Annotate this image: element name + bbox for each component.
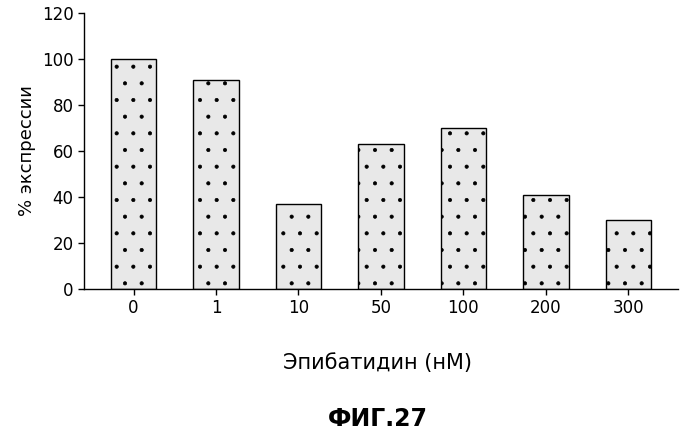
Bar xyxy=(111,59,157,289)
Text: Эпибатидин (нМ): Эпибатидин (нМ) xyxy=(283,353,472,373)
Bar xyxy=(276,204,321,289)
Bar xyxy=(441,128,486,289)
Bar xyxy=(524,194,568,289)
Bar xyxy=(605,220,651,289)
Text: ФИГ.27: ФИГ.27 xyxy=(327,407,428,431)
Bar xyxy=(359,144,403,289)
Y-axis label: % экспрессии: % экспрессии xyxy=(18,86,36,216)
Bar xyxy=(194,80,238,289)
